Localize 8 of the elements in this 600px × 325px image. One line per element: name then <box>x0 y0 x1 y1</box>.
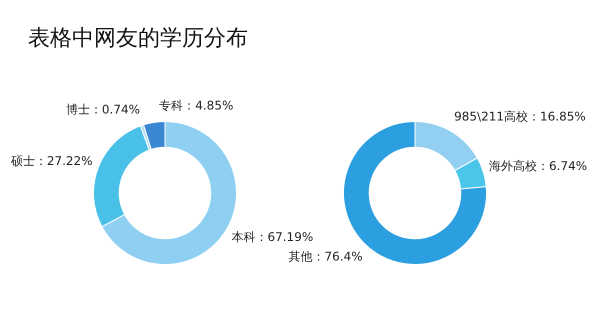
slice-label: 专科：4.85% <box>159 98 234 113</box>
slice-label: 985\211高校：16.85% <box>454 110 586 124</box>
slice-label: 博士：0.74% <box>66 102 140 116</box>
slice-label: 硕士：27.22% <box>10 154 93 168</box>
chart-title: 表格中网友的学历分布 <box>28 25 248 53</box>
slice-label: 其他：76.4% <box>288 250 363 264</box>
slice-label: 海外高校：6.74% <box>489 159 588 174</box>
slice-label: 本科：67.19% <box>231 230 314 244</box>
